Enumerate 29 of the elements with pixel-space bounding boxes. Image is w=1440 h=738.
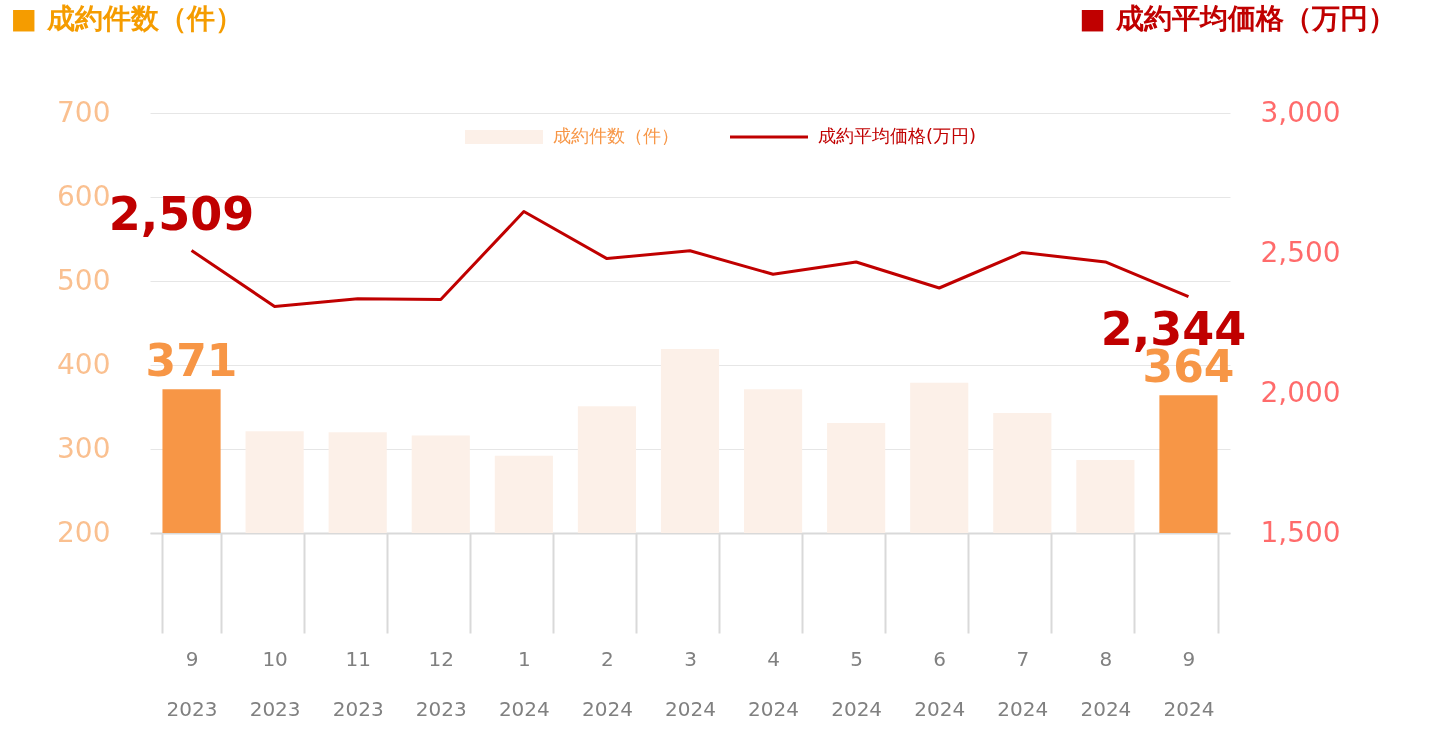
category-label: 6 2024: [914, 646, 966, 721]
category-label: 12 2023: [415, 646, 467, 721]
category-label: 9 2024: [1163, 646, 1215, 721]
category-label: 5 2024: [831, 646, 883, 721]
y-tick-label: 200: [57, 515, 111, 549]
y-tick-label: 500: [57, 263, 111, 297]
y2-axis-title: ■ 成約平均価格（万円）: [1079, 1, 1396, 35]
y-tick-label: 700: [57, 95, 111, 129]
category-label: 4 2024: [748, 646, 800, 721]
legend-label: 成約件数（件）: [553, 125, 679, 146]
y-tick-label: 300: [57, 431, 111, 465]
category-label: 7 2024: [997, 646, 1049, 721]
y-axis-title: ■ 成約件数（件）: [10, 1, 243, 35]
category-label: 1 2024: [498, 646, 550, 721]
data-label: 2,509: [108, 187, 255, 242]
data-label: 371: [145, 335, 238, 387]
legend-label: 成約平均価格(万円): [818, 125, 977, 146]
y2-tick-label: 2,000: [1260, 375, 1341, 409]
category-label: 10 2023: [249, 646, 301, 721]
category-label: 2 2024: [581, 646, 633, 721]
category-label: 9 2023: [166, 646, 218, 721]
y2-tick-label: 3,000: [1260, 95, 1341, 129]
category-label: 11 2023: [332, 646, 384, 721]
category-label: 8 2024: [1080, 646, 1132, 721]
y-tick-label: 600: [57, 179, 111, 213]
y-tick-label: 400: [57, 347, 111, 381]
y2-tick-label: 1,500: [1260, 515, 1341, 549]
category-label: 3 2024: [665, 646, 716, 721]
y2-tick-label: 2,500: [1260, 235, 1341, 269]
